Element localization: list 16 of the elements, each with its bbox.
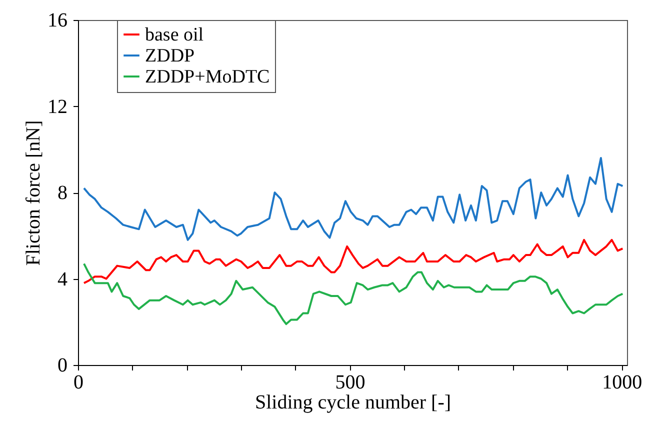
line-series xyxy=(82,157,624,241)
line-series xyxy=(82,238,624,284)
y-tick-label: 8 xyxy=(58,182,68,204)
legend-label: ZDDP xyxy=(145,46,195,66)
x-tick-label: 1000 xyxy=(602,372,642,394)
line-series xyxy=(82,262,624,326)
x-axis-title: Sliding cycle number [-] xyxy=(254,392,452,414)
y-tick-label: 16 xyxy=(48,10,68,32)
x-tick-label: 0 xyxy=(74,372,84,394)
legend-label: ZDDP+MoDTC xyxy=(145,66,270,88)
y-tick-label: 4 xyxy=(58,268,68,290)
y-tick-label: 0 xyxy=(58,354,68,376)
y-tick-label: 12 xyxy=(48,96,68,118)
x-tick-label: 500 xyxy=(335,372,366,394)
y-axis-title: Flicton force [nN] xyxy=(22,120,44,266)
legend-label: base oil xyxy=(145,24,204,46)
